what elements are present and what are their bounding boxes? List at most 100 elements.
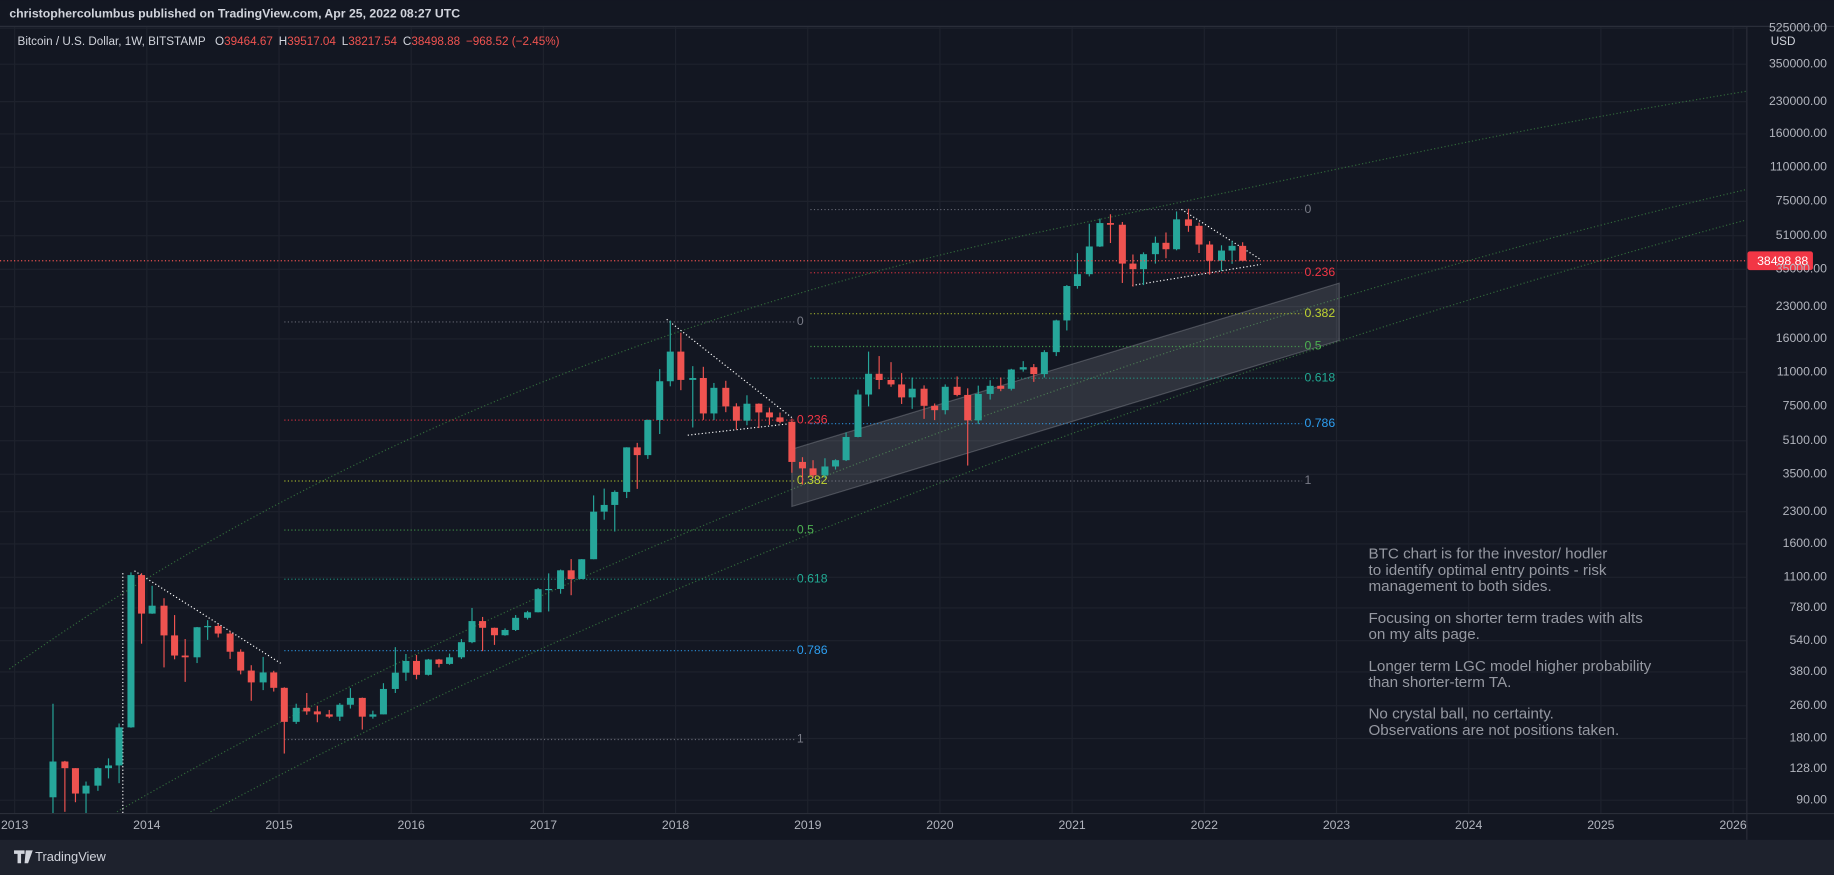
candle-body xyxy=(656,381,664,420)
note-line: on my alts page. xyxy=(1368,626,1479,643)
candle-body xyxy=(1162,242,1170,250)
fib-label: 0.5 xyxy=(797,522,814,536)
fib-label: 0.618 xyxy=(1304,370,1335,384)
candle-body xyxy=(1217,250,1226,261)
candles xyxy=(49,208,1247,813)
y-tick-label: 35000.00 xyxy=(1776,261,1827,275)
candle-body xyxy=(104,765,113,769)
symbol-legend: Bitcoin / U.S. Dollar, 1W, BITSTAMP O3946… xyxy=(18,35,560,48)
candle-body xyxy=(743,403,751,421)
x-tick-label: 2019 xyxy=(794,818,821,832)
candle-body xyxy=(898,384,906,398)
candle-body xyxy=(1173,219,1181,250)
candle-body xyxy=(435,659,443,664)
fib-label: 0.382 xyxy=(797,473,828,487)
candle-body xyxy=(545,588,553,591)
candle-body xyxy=(875,373,883,380)
candle-body xyxy=(821,466,829,476)
ohlc-key: C xyxy=(403,35,411,48)
last-price: 38498.88 xyxy=(0,251,1813,271)
last-price-tag xyxy=(1747,251,1813,271)
candle-body xyxy=(809,468,817,476)
candle-body xyxy=(82,785,90,794)
candle-body xyxy=(557,570,565,589)
brand-logo xyxy=(14,850,33,864)
candle-body xyxy=(1151,242,1159,255)
candle-body xyxy=(524,612,532,618)
fib-label: 0.236 xyxy=(797,412,828,426)
note-line: No crystal ball, no certainty. xyxy=(1368,706,1553,723)
candle-body xyxy=(358,697,366,717)
y-tick-label: 540.00 xyxy=(1789,633,1827,647)
fib-label: 0.618 xyxy=(797,571,828,585)
brand: TradingView xyxy=(35,849,106,864)
fib-label: 0.786 xyxy=(797,643,828,657)
candle-body xyxy=(908,388,916,398)
candle-body xyxy=(204,625,212,628)
last-price-label: 38498.88 xyxy=(1757,254,1808,268)
candle-body xyxy=(148,605,156,614)
x-tick-label: 2020 xyxy=(926,818,953,832)
candle-body xyxy=(457,642,465,658)
candle-body xyxy=(259,672,267,683)
candle-body xyxy=(490,627,498,636)
candle-body xyxy=(512,617,520,630)
candle-body xyxy=(446,657,454,664)
candle-body xyxy=(270,672,278,688)
candle-body xyxy=(61,761,69,769)
ohlc-value: 39517.04 xyxy=(287,35,336,48)
candle-body xyxy=(1140,254,1148,270)
candle-body xyxy=(424,659,432,675)
candle-body xyxy=(280,687,288,722)
ohlc-key: H xyxy=(279,35,287,48)
candle-body xyxy=(798,461,806,469)
drawings xyxy=(9,90,1747,813)
footer xyxy=(0,839,1834,875)
candle-body xyxy=(567,570,575,579)
candle-body xyxy=(1228,245,1236,251)
candle-body xyxy=(71,768,79,794)
candle-body xyxy=(666,351,674,382)
x-tick-label: 2022 xyxy=(1191,818,1218,832)
candle-body xyxy=(171,635,179,656)
candle-body xyxy=(765,412,773,418)
candle-body xyxy=(1239,245,1247,261)
candle-body xyxy=(1073,274,1081,287)
x-tick-label: 2018 xyxy=(662,818,689,832)
y-tick-label: 350000.00 xyxy=(1769,56,1827,70)
candle-body xyxy=(325,714,333,717)
candle-body xyxy=(115,727,123,766)
candle-body xyxy=(1085,246,1093,275)
y-tick-label: 23000.00 xyxy=(1776,299,1827,313)
candle-body xyxy=(391,672,399,689)
candle-body xyxy=(633,447,641,456)
candle-body xyxy=(644,419,652,456)
y-tick-label: 3500.00 xyxy=(1783,467,1828,481)
y-tick-label: 230000.00 xyxy=(1769,94,1827,108)
y-tick-label: 525000.00 xyxy=(1769,20,1827,34)
candle-body xyxy=(611,491,619,505)
candle-body xyxy=(1184,219,1192,226)
candle-body xyxy=(1106,223,1114,225)
candle-body xyxy=(854,394,862,437)
x-tick-label: 2023 xyxy=(1323,818,1350,832)
change: −968.52 (−2.45%) xyxy=(466,35,560,48)
y-tick-label: 260.00 xyxy=(1789,698,1827,712)
candle-body xyxy=(1019,367,1027,370)
y-tick-label: 90.00 xyxy=(1796,792,1827,806)
ohlc-value: 39464.67 xyxy=(224,35,273,48)
fib-label: 0 xyxy=(797,314,804,328)
candle-body xyxy=(1030,367,1038,375)
ohlc-value: 38217.54 xyxy=(348,35,397,48)
ohlc-key: O xyxy=(215,35,224,48)
note-line: management to both sides. xyxy=(1368,578,1551,595)
candle-body xyxy=(402,660,410,673)
x-tick-label: 2021 xyxy=(1058,818,1085,832)
candle-body xyxy=(247,670,255,683)
x-tick-label: 2013 xyxy=(1,818,28,832)
ohlc-value: 38498.88 xyxy=(411,35,460,48)
candle-body xyxy=(237,651,245,671)
attribution: christophercolumbus published on Trading… xyxy=(9,6,460,20)
candle-body xyxy=(94,768,102,786)
